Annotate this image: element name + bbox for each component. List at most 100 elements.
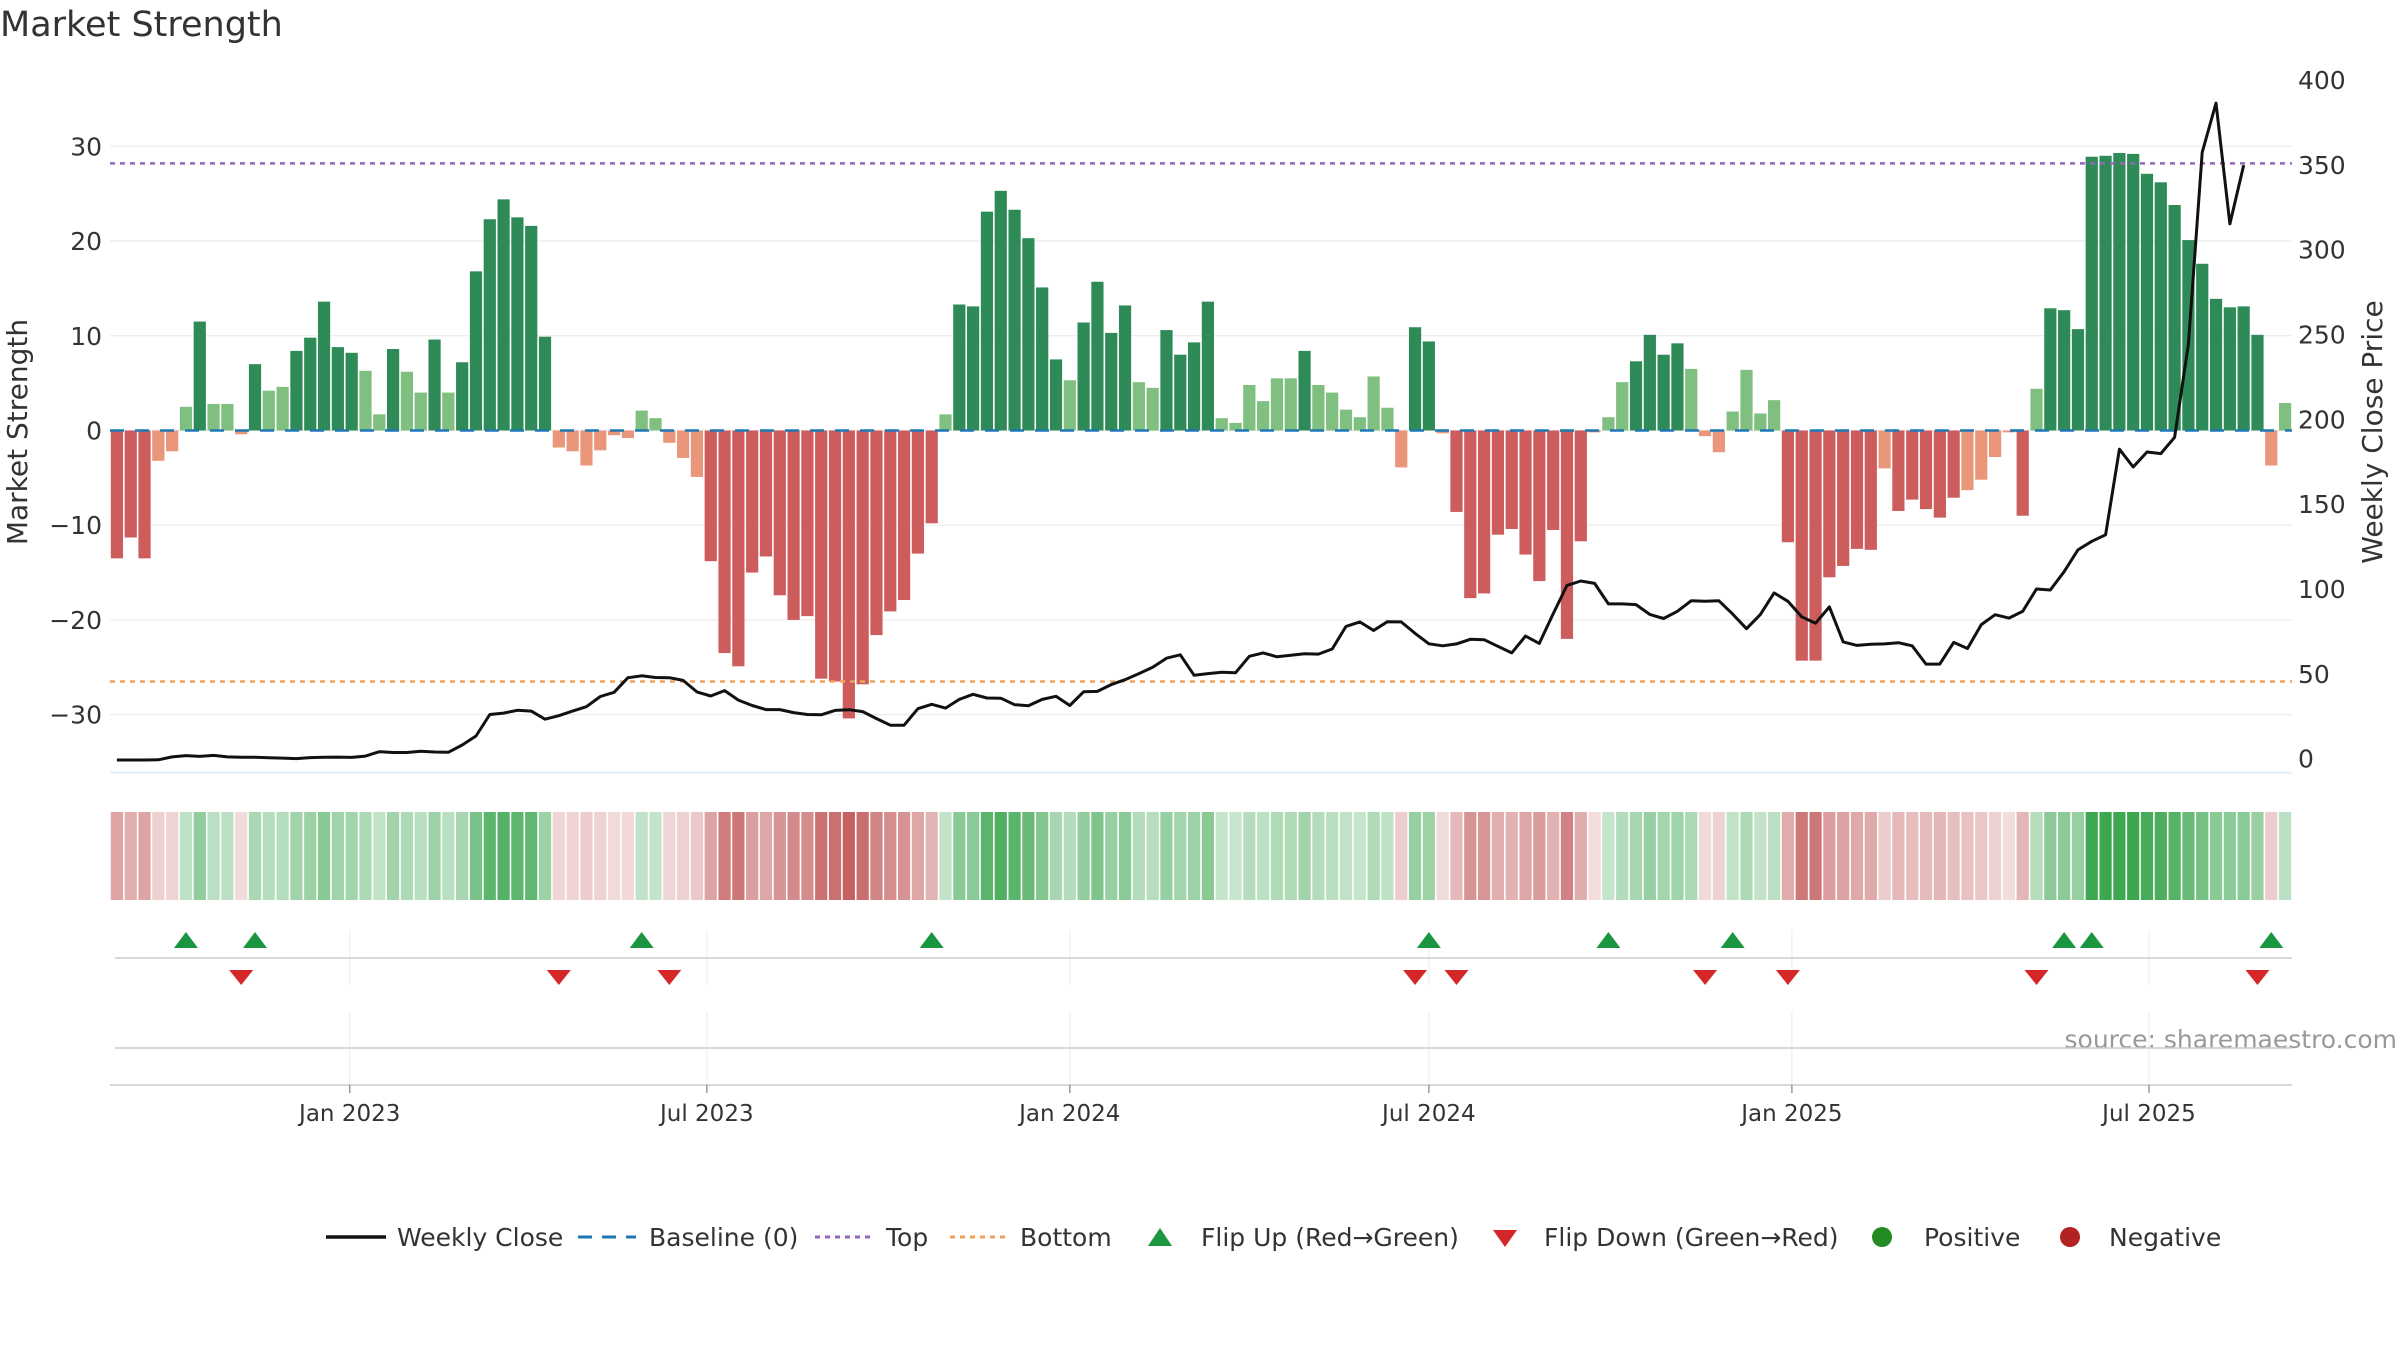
strength-bar xyxy=(552,430,565,448)
heat-cell xyxy=(1257,812,1270,900)
strength-bar xyxy=(1353,417,1366,431)
legend: Weekly Close Baseline (0) Top Bottom Flip Up… xyxy=(326,1223,2221,1252)
heat-cell xyxy=(1560,812,1574,900)
heat-cell xyxy=(1809,812,1822,900)
heat-cell xyxy=(1381,812,1394,900)
strength-bar xyxy=(2237,306,2250,431)
legend-label: Flip Down (Green→Red) xyxy=(1544,1223,1839,1252)
strength-bar xyxy=(538,336,552,431)
strength-bar xyxy=(718,430,731,654)
heat-cell xyxy=(221,812,234,900)
strength-bar xyxy=(2044,308,2057,431)
strength-bar xyxy=(911,430,924,554)
strength-bar xyxy=(1629,361,1643,431)
strength-bar xyxy=(1270,378,1284,431)
heat-cell xyxy=(2002,812,2015,900)
heat-cell xyxy=(1712,812,1725,900)
strength-bar xyxy=(1864,430,1877,550)
heat-cell xyxy=(1284,812,1297,900)
strength-bar xyxy=(331,347,344,431)
strength-bar xyxy=(1892,430,1905,511)
right-tick-label: 150 xyxy=(2298,490,2346,519)
heat-cell xyxy=(1118,812,1132,900)
heat-cell xyxy=(2251,812,2264,900)
strength-bar xyxy=(1505,430,1518,529)
heat-cell xyxy=(1629,812,1643,900)
heat-cell xyxy=(607,812,621,900)
heat-cell xyxy=(2071,812,2085,900)
strength-bar xyxy=(1837,430,1850,566)
strength-bar xyxy=(1339,409,1353,431)
heat-cell xyxy=(1312,812,1325,900)
strength-bar xyxy=(525,225,538,431)
y-axis-label-right: Weekly Close Price xyxy=(2356,300,2389,563)
strength-bar xyxy=(732,430,745,667)
heat-cell xyxy=(621,812,634,900)
flip-up-marker xyxy=(2259,932,2284,948)
heat-cell xyxy=(166,812,179,900)
strength-bar xyxy=(1698,430,1712,437)
heat-cell xyxy=(815,812,828,900)
strength-bar xyxy=(1671,343,1684,431)
heat-cell xyxy=(538,812,552,900)
strength-bar xyxy=(1146,387,1159,431)
strength-bar xyxy=(290,350,303,431)
heat-cell xyxy=(787,812,800,900)
left-tick-label: −20 xyxy=(49,606,102,635)
heat-cell xyxy=(2016,812,2029,900)
flip-down-marker xyxy=(1775,970,1800,985)
heat-cell xyxy=(262,812,275,900)
strength-bar xyxy=(1395,430,1408,468)
strength-bar xyxy=(373,414,386,431)
heat-cell xyxy=(1726,812,1739,900)
heat-cell xyxy=(2127,812,2140,900)
weekly-close-line xyxy=(116,101,2246,762)
heat-cell xyxy=(801,812,814,900)
heat-cell xyxy=(2182,812,2195,900)
strength-bar xyxy=(939,414,952,431)
strength-bar xyxy=(953,304,966,431)
heat-cell xyxy=(2223,812,2236,900)
heat-cell xyxy=(373,812,386,900)
heat-cell xyxy=(1864,812,1877,900)
right-tick-label: 100 xyxy=(2298,575,2346,604)
strength-bar xyxy=(2058,310,2071,431)
flip-down-marker xyxy=(2024,970,2049,985)
left-tick-label: 30 xyxy=(70,132,102,161)
heat-cell xyxy=(1298,812,1311,900)
strength-bar xyxy=(1988,430,2002,457)
legend-label: Bottom xyxy=(1020,1223,1112,1252)
strength-heat-strip xyxy=(110,812,2292,900)
heat-cell xyxy=(207,812,220,900)
heat-cell xyxy=(387,812,400,900)
strength-bar xyxy=(994,190,1007,431)
heat-cell xyxy=(235,812,248,900)
heat-cell xyxy=(1588,812,1601,900)
strength-bar xyxy=(456,362,469,431)
weekly-close-series xyxy=(116,101,2246,762)
strength-bar xyxy=(2071,329,2085,431)
strength-bar xyxy=(414,392,427,431)
strength-bar xyxy=(2154,182,2167,431)
strength-bar xyxy=(483,219,496,431)
strength-bar xyxy=(856,430,869,685)
heat-cell xyxy=(345,812,358,900)
strength-bar xyxy=(2016,430,2029,516)
strength-bar xyxy=(1436,430,1449,434)
flip-up-marker xyxy=(173,932,198,948)
strength-bar xyxy=(1685,368,1698,431)
strength-bar xyxy=(746,430,759,573)
strength-bar xyxy=(663,430,676,443)
legend-flip-down-swatch xyxy=(1493,1230,1517,1247)
strength-bar xyxy=(304,337,317,431)
strength-bar xyxy=(2099,155,2112,431)
strength-bar xyxy=(1201,301,1215,431)
heat-cell xyxy=(1919,812,1933,900)
heat-cell xyxy=(939,812,952,900)
strength-bar xyxy=(1105,332,1118,431)
strength-bar xyxy=(1284,378,1297,431)
heat-cell xyxy=(1436,812,1449,900)
strength-bar xyxy=(2209,298,2223,431)
strength-bar xyxy=(1464,430,1477,599)
heat-cell xyxy=(580,812,593,900)
